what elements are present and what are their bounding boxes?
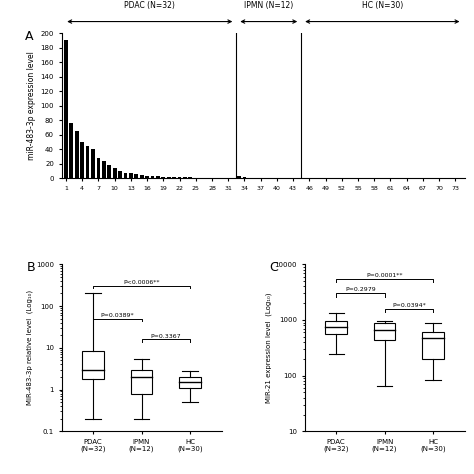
Bar (64, 40, 68, 178)
Bar (183, 177, 187, 178)
Bar (167, 177, 171, 178)
Text: B: B (27, 261, 35, 274)
Text: P=0.3367: P=0.3367 (150, 334, 181, 338)
Bar (156, 176, 160, 178)
Text: P=0.0394*: P=0.0394* (392, 303, 426, 308)
Bar (422, 331, 444, 359)
Bar (134, 174, 138, 178)
Bar (172, 177, 176, 178)
Y-axis label: miR-483-3p expression level: miR-483-3p expression level (27, 51, 36, 160)
Bar (162, 177, 165, 178)
Bar (189, 177, 192, 178)
Bar (151, 176, 155, 178)
Y-axis label: MiR-483-3p relative level  (Log₁₀): MiR-483-3p relative level (Log₁₀) (27, 290, 33, 405)
Bar (102, 161, 106, 178)
Bar (118, 171, 122, 178)
Text: IPMN (N=12): IPMN (N=12) (244, 1, 293, 10)
Bar (140, 175, 144, 178)
Text: P=0.2979: P=0.2979 (345, 287, 376, 292)
Text: PDAC (N=32): PDAC (N=32) (124, 1, 175, 10)
Bar (145, 175, 149, 178)
Bar (124, 173, 128, 178)
Text: HC (N=30): HC (N=30) (362, 1, 403, 10)
Bar (86, 146, 90, 178)
Bar (374, 323, 395, 340)
Bar (82, 351, 104, 379)
Bar (75, 131, 79, 178)
Bar (97, 158, 100, 178)
Bar (91, 149, 95, 178)
Bar (113, 168, 117, 178)
Bar (107, 165, 111, 178)
Bar (243, 177, 246, 178)
Bar (131, 370, 153, 393)
Text: P=0.0389*: P=0.0389* (100, 313, 134, 318)
Text: P=0.0001**: P=0.0001** (366, 273, 403, 278)
Text: P<0.0006**: P<0.0006** (123, 281, 160, 285)
Y-axis label: MiR-21 expression level  (Log₁₀): MiR-21 expression level (Log₁₀) (265, 292, 272, 403)
Bar (178, 177, 182, 178)
Bar (80, 142, 84, 178)
Text: C: C (269, 261, 278, 274)
Bar (325, 321, 347, 335)
Bar (70, 122, 73, 178)
Bar (237, 176, 241, 178)
Text: A: A (26, 30, 34, 43)
Bar (129, 173, 133, 178)
Bar (179, 377, 201, 388)
